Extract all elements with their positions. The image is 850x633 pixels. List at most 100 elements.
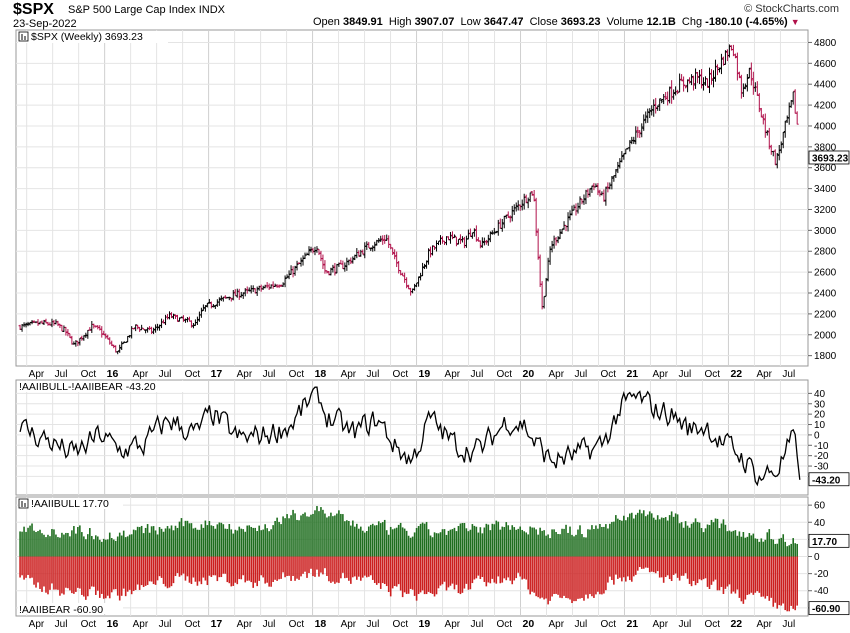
bear-bar [69, 556, 71, 591]
y-tick-label: 1800 [814, 351, 837, 362]
bull-bar [306, 516, 308, 557]
bear-bar [312, 556, 314, 577]
bear-bar [427, 556, 430, 592]
bull-bar [609, 523, 611, 557]
bull-bar [81, 532, 83, 557]
bull-bar [270, 529, 272, 557]
bear-bar [774, 556, 777, 603]
bull-bar [73, 526, 75, 557]
bear-bar [294, 556, 296, 581]
x-tick-label: 19 [419, 618, 431, 630]
bar-chart-icon [18, 31, 29, 42]
bear-bar [360, 556, 362, 581]
bull-bar [377, 521, 380, 557]
x-tick-label: 21 [626, 368, 638, 380]
bear-bar [290, 556, 292, 581]
bear-bar [718, 556, 721, 591]
bear-bar [559, 556, 561, 598]
bull-bar [178, 521, 181, 557]
bull-bar [87, 534, 89, 557]
x-tick-label: Apr [652, 619, 668, 630]
bear-bar [144, 556, 147, 586]
bull-bar [718, 528, 721, 557]
bear-bar [597, 556, 599, 592]
bear-bar [425, 556, 428, 595]
bear-bar [768, 556, 771, 601]
bear-bar [120, 556, 123, 596]
x-tick-label: Jul [678, 369, 691, 380]
ohlc-summary: Open 3849.91 High 3907.07 Low 3647.47 Cl… [313, 16, 800, 28]
bull-bar [772, 539, 775, 557]
bear-bar [521, 556, 524, 580]
bull-bar [575, 534, 577, 557]
bear-bar [579, 556, 581, 599]
bear-bar [615, 556, 617, 575]
bull-bar [658, 519, 661, 557]
bear-bar [338, 556, 340, 583]
bear-bar [545, 556, 547, 599]
bull-bar [204, 520, 207, 557]
bull-bar [19, 531, 21, 557]
bear-bar [796, 556, 798, 606]
bull-bar [589, 529, 591, 557]
bear-bar [377, 556, 380, 584]
bear-bar [318, 556, 320, 577]
bear-bar [81, 556, 83, 595]
bull-bar [164, 528, 167, 557]
bear-bar [93, 556, 95, 587]
bull-bar [483, 527, 486, 557]
bull-bar [746, 536, 749, 557]
bull-bar [57, 537, 59, 557]
bull-bar [738, 531, 741, 557]
bull-bar [409, 537, 412, 557]
bear-bar [714, 556, 717, 580]
sentiment-panel: -60-40-200204060!AAIIBULL 17.70!AAIIBEAR… [15, 496, 850, 617]
bull-bar [352, 520, 354, 557]
bear-bar [350, 556, 352, 584]
bull-bar [694, 518, 697, 557]
bull-bar [417, 526, 420, 557]
bull-bar [621, 520, 623, 557]
bear-bar [684, 556, 687, 574]
bull-bar [644, 516, 647, 557]
bull-bar [628, 513, 631, 557]
bear-bar [96, 556, 99, 591]
bull-bar [704, 528, 707, 557]
bull-bar [27, 527, 29, 557]
bull-bar [491, 523, 494, 557]
bear-bar [166, 556, 169, 589]
bull-bar [740, 536, 743, 557]
bear-bar [246, 556, 249, 581]
bull-bar [720, 523, 723, 557]
bull-bar [766, 532, 769, 557]
bear-bar [515, 556, 518, 579]
x-tick-label: Apr [756, 619, 772, 630]
x-tick-label: Apr [549, 369, 565, 380]
bull-bar [467, 531, 470, 557]
bear-bar [268, 556, 270, 587]
bear-bar [126, 556, 129, 592]
bear-bar [764, 556, 767, 599]
bear-bar [676, 556, 679, 578]
bear-bar [628, 556, 631, 581]
bull-bar [764, 539, 767, 557]
bull-bar [509, 529, 512, 557]
bear-bar [682, 556, 685, 576]
bull-bar [184, 520, 187, 557]
bull-bar [168, 528, 171, 557]
bull-bar [511, 525, 514, 557]
bear-bar [752, 556, 755, 595]
bull-bar [132, 529, 135, 557]
bull-bar [336, 513, 338, 557]
bear-bar [664, 556, 667, 578]
bull-bar [206, 525, 209, 557]
bear-bar [712, 556, 715, 582]
bear-bar [770, 556, 773, 598]
bear-bar [154, 556, 157, 585]
bear-bar [156, 556, 159, 581]
bear-bar [696, 556, 699, 584]
bull-bar [250, 526, 253, 557]
bear-bar [356, 556, 358, 580]
bear-bar [37, 556, 39, 583]
chart-date: 23-Sep-2022 [13, 18, 77, 30]
